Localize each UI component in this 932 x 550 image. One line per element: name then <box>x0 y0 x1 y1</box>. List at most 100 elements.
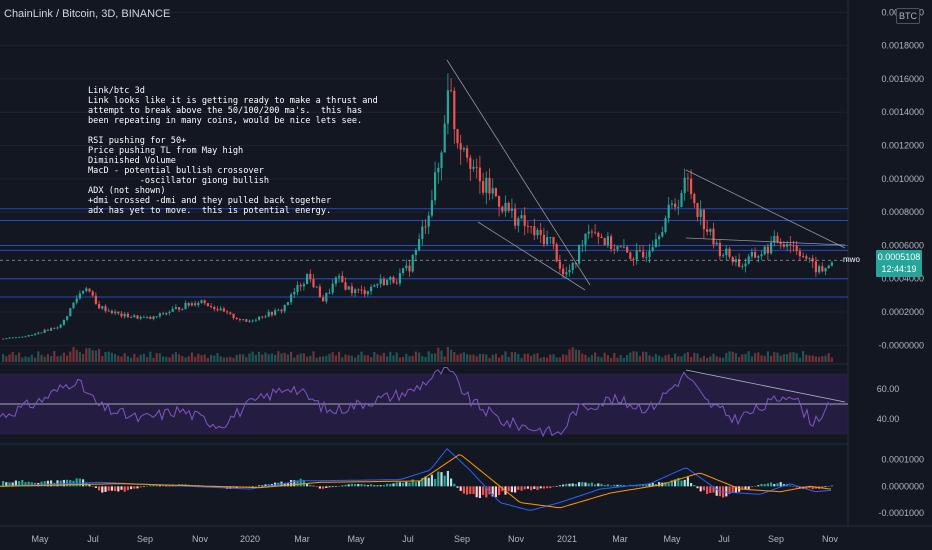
macd-histogram-bar <box>709 486 712 493</box>
volume-bar <box>11 351 14 362</box>
macd-axis-tick: -0.0001000 <box>878 508 924 518</box>
candle-body <box>210 306 213 307</box>
macd-histogram-bar <box>744 486 747 490</box>
candle <box>818 264 821 275</box>
candle-body <box>414 249 417 256</box>
candle <box>213 305 216 312</box>
candle-body <box>795 245 798 252</box>
volume-bar <box>430 353 433 362</box>
candle <box>578 244 581 266</box>
macd-histogram-bar <box>571 483 574 487</box>
candle <box>443 115 446 153</box>
volume-bar <box>734 353 737 362</box>
macd-histogram-bar <box>712 486 715 493</box>
candle <box>802 252 805 259</box>
candle <box>427 211 430 235</box>
volume-bar <box>789 352 792 362</box>
rsi-axis-tick: 60.00 <box>877 384 900 394</box>
candle <box>290 292 293 305</box>
macd-histogram-bar <box>648 483 651 487</box>
candle-body <box>360 289 363 291</box>
candle-body <box>136 315 139 319</box>
volume-bar <box>341 357 344 362</box>
candle <box>72 302 75 310</box>
candle <box>411 253 414 273</box>
volume-bar <box>56 356 59 362</box>
volume-bar <box>680 356 683 362</box>
volume-bar <box>590 355 593 362</box>
candle-body <box>318 286 321 298</box>
volume-bar <box>626 354 629 362</box>
candle <box>376 283 379 289</box>
candle <box>14 336 17 339</box>
candle <box>405 259 408 272</box>
volume-bar <box>290 351 293 362</box>
candle <box>398 268 401 287</box>
candle <box>456 128 459 149</box>
volume-bar <box>280 353 283 362</box>
candle <box>728 246 731 260</box>
volume-bar <box>133 353 136 362</box>
macd-histogram-bar <box>411 479 414 487</box>
macd-histogram-bar <box>382 485 385 487</box>
candle <box>610 234 613 253</box>
last-price-badge[interactable]: 0.0005108 12:44:19 <box>876 250 922 277</box>
candle-body <box>386 279 389 286</box>
candle <box>120 311 123 318</box>
volume-bar <box>386 356 389 362</box>
volume-bar <box>37 351 40 362</box>
volume-bar <box>648 355 651 362</box>
volume-bar <box>469 354 472 362</box>
candle-body <box>699 209 702 217</box>
volume-bar <box>405 353 408 362</box>
macd-histogram-bar <box>731 486 734 493</box>
candle <box>680 189 683 208</box>
candle <box>558 254 561 273</box>
macd-histogram-bar <box>683 479 686 487</box>
candle-body <box>325 292 328 302</box>
volume-bar <box>475 356 478 362</box>
macd-histogram-bar <box>50 480 53 487</box>
volume-bar <box>72 347 75 362</box>
volume-bar <box>450 349 453 362</box>
volume-bar <box>728 351 731 362</box>
trend-line <box>446 59 591 286</box>
volume-bar <box>568 349 571 362</box>
candle-body <box>376 283 379 286</box>
macd-histogram-bar <box>123 486 126 492</box>
candle-body <box>510 208 513 211</box>
macd-histogram-bar <box>386 483 389 487</box>
candle <box>146 315 149 319</box>
macd-histogram-bar <box>408 482 411 487</box>
candle <box>766 243 769 261</box>
volume-bar <box>638 355 641 362</box>
candle <box>552 236 555 250</box>
candle-body <box>782 244 785 247</box>
macd-histogram-bar <box>494 486 497 498</box>
candle <box>635 243 638 265</box>
candle-body <box>635 250 638 260</box>
candle-body <box>606 236 609 246</box>
note-line: +dmi crossed -dmi and they pulled back t… <box>88 196 332 206</box>
candle-body <box>322 297 325 302</box>
volume-bar <box>674 353 677 362</box>
candle-body <box>418 239 421 250</box>
macd-histogram-bar <box>312 485 315 487</box>
candle <box>526 221 529 234</box>
candle <box>510 198 513 218</box>
volume-bar <box>510 352 513 362</box>
candle-body <box>379 278 382 284</box>
time-axis-tick: Mar <box>294 534 310 544</box>
volume-bar <box>747 351 750 362</box>
volume-bar <box>661 357 664 362</box>
macd-histogram-bar <box>450 478 453 487</box>
macd-histogram-bar <box>62 479 65 487</box>
candle <box>648 243 651 263</box>
macd-histogram-bar <box>146 485 149 487</box>
macd-histogram-bar <box>472 486 475 495</box>
macd-histogram-bar <box>539 486 542 489</box>
currency-badge[interactable]: BTC <box>896 8 920 24</box>
volume-bar <box>78 352 81 362</box>
macd-histogram-bar <box>306 483 309 487</box>
